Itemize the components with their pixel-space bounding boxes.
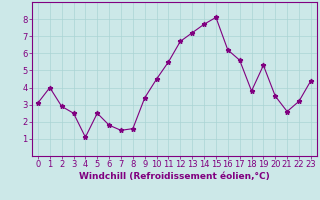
X-axis label: Windchill (Refroidissement éolien,°C): Windchill (Refroidissement éolien,°C) <box>79 172 270 181</box>
